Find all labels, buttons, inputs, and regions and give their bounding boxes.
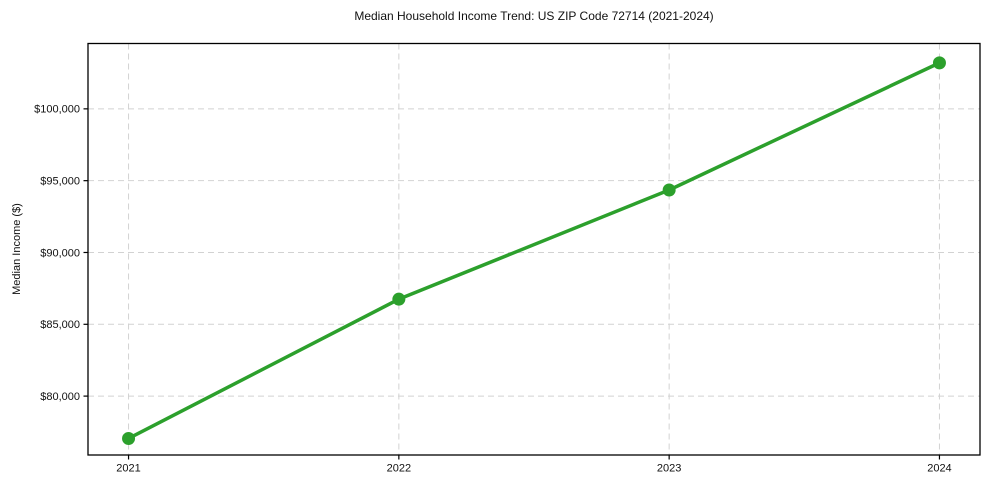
x-tick-label: 2024 [927, 463, 951, 475]
y-tick-label: $95,000 [40, 175, 80, 187]
trend-line [126, 61, 942, 441]
x-tick-label: 2023 [657, 463, 681, 475]
data-point-marker [662, 183, 676, 197]
y-axis-label: Median Income ($) [11, 203, 23, 295]
plot-border [87, 42, 981, 456]
chart-title: Median Household Income Trend: US ZIP Co… [354, 9, 714, 23]
y-tick-label: $80,000 [40, 391, 80, 403]
x-tick-label: 2022 [387, 463, 411, 475]
data-point-marker [392, 292, 406, 306]
x-tick-label: 2021 [116, 463, 140, 475]
data-point-marker [932, 56, 946, 70]
y-tick-label: $85,000 [40, 319, 80, 331]
data-point-marker [122, 431, 136, 445]
y-tick-label: $90,000 [40, 247, 80, 259]
y-tick-label: $100,000 [34, 104, 80, 116]
